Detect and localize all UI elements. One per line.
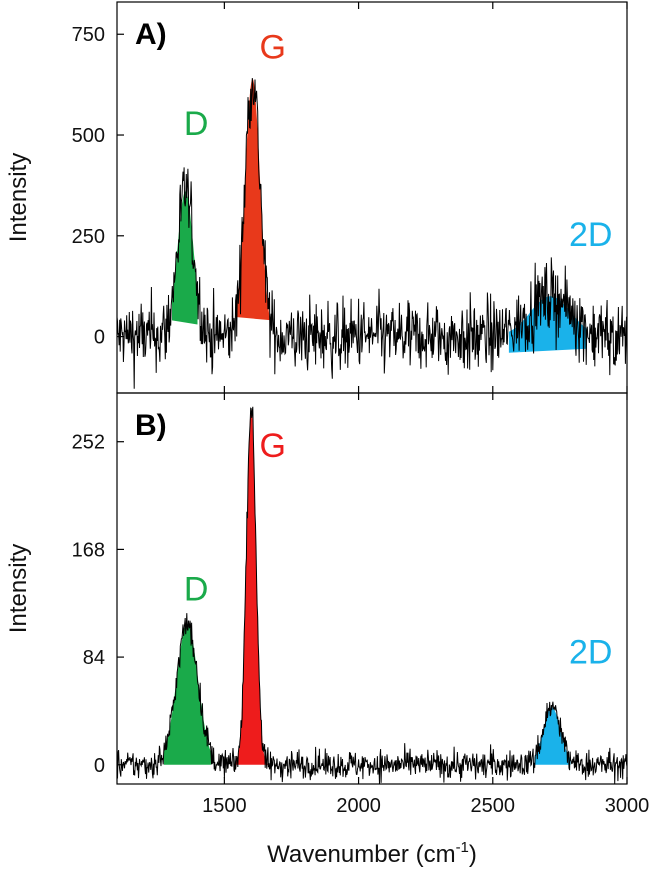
y-tick-label: 500	[72, 125, 105, 147]
y-tick-label: 0	[94, 327, 105, 349]
y-tick-label: 168	[72, 539, 105, 561]
spectrum-line	[117, 406, 627, 784]
y-axis-title: Intensity	[5, 153, 32, 242]
shared-axis-titles: Wavenumber (cm-1)	[267, 839, 477, 868]
peak-label-2d: 2D	[569, 633, 612, 671]
peak-fill-g	[228, 78, 273, 321]
peak-fill-d	[172, 191, 198, 325]
panel-b: 0 84 168 252 1500 2000 2500 3000 B) D G 2D Intensity	[5, 392, 650, 817]
y-tick-label: 0	[94, 755, 105, 777]
x-tick-label: 1500	[202, 795, 247, 817]
y-tick-label: 84	[83, 647, 105, 669]
y-tick-label: 252	[72, 432, 105, 454]
spectrum-line	[117, 78, 627, 389]
peak-fill-2d	[534, 707, 571, 765]
y-tick-label: 750	[72, 24, 105, 46]
x-tick-label: 2500	[471, 795, 516, 817]
peak-label-g: G	[259, 28, 285, 66]
panel-a: 0 250 500 750 A) D G 2D Intensity	[5, 1, 628, 394]
panel-label: A)	[135, 18, 167, 51]
y-tick-label: 250	[72, 226, 105, 248]
plot-area	[117, 78, 627, 389]
panel-label: B)	[135, 409, 167, 442]
x-tick-label: 3000	[605, 795, 650, 817]
peak-label-d: D	[184, 571, 209, 609]
peak-fill-d	[164, 623, 211, 765]
peak-fill-g	[233, 408, 269, 765]
peak-label-d: D	[184, 105, 209, 143]
x-axis-title: Wavenumber (cm-1)	[267, 839, 477, 868]
plot-frame	[116, 392, 628, 785]
plot-area	[117, 406, 627, 784]
peak-label-2d: 2D	[569, 216, 612, 254]
peak-label-g: G	[259, 427, 285, 465]
x-tick-label: 2000	[336, 795, 381, 817]
y-axis-title: Intensity	[5, 544, 32, 633]
